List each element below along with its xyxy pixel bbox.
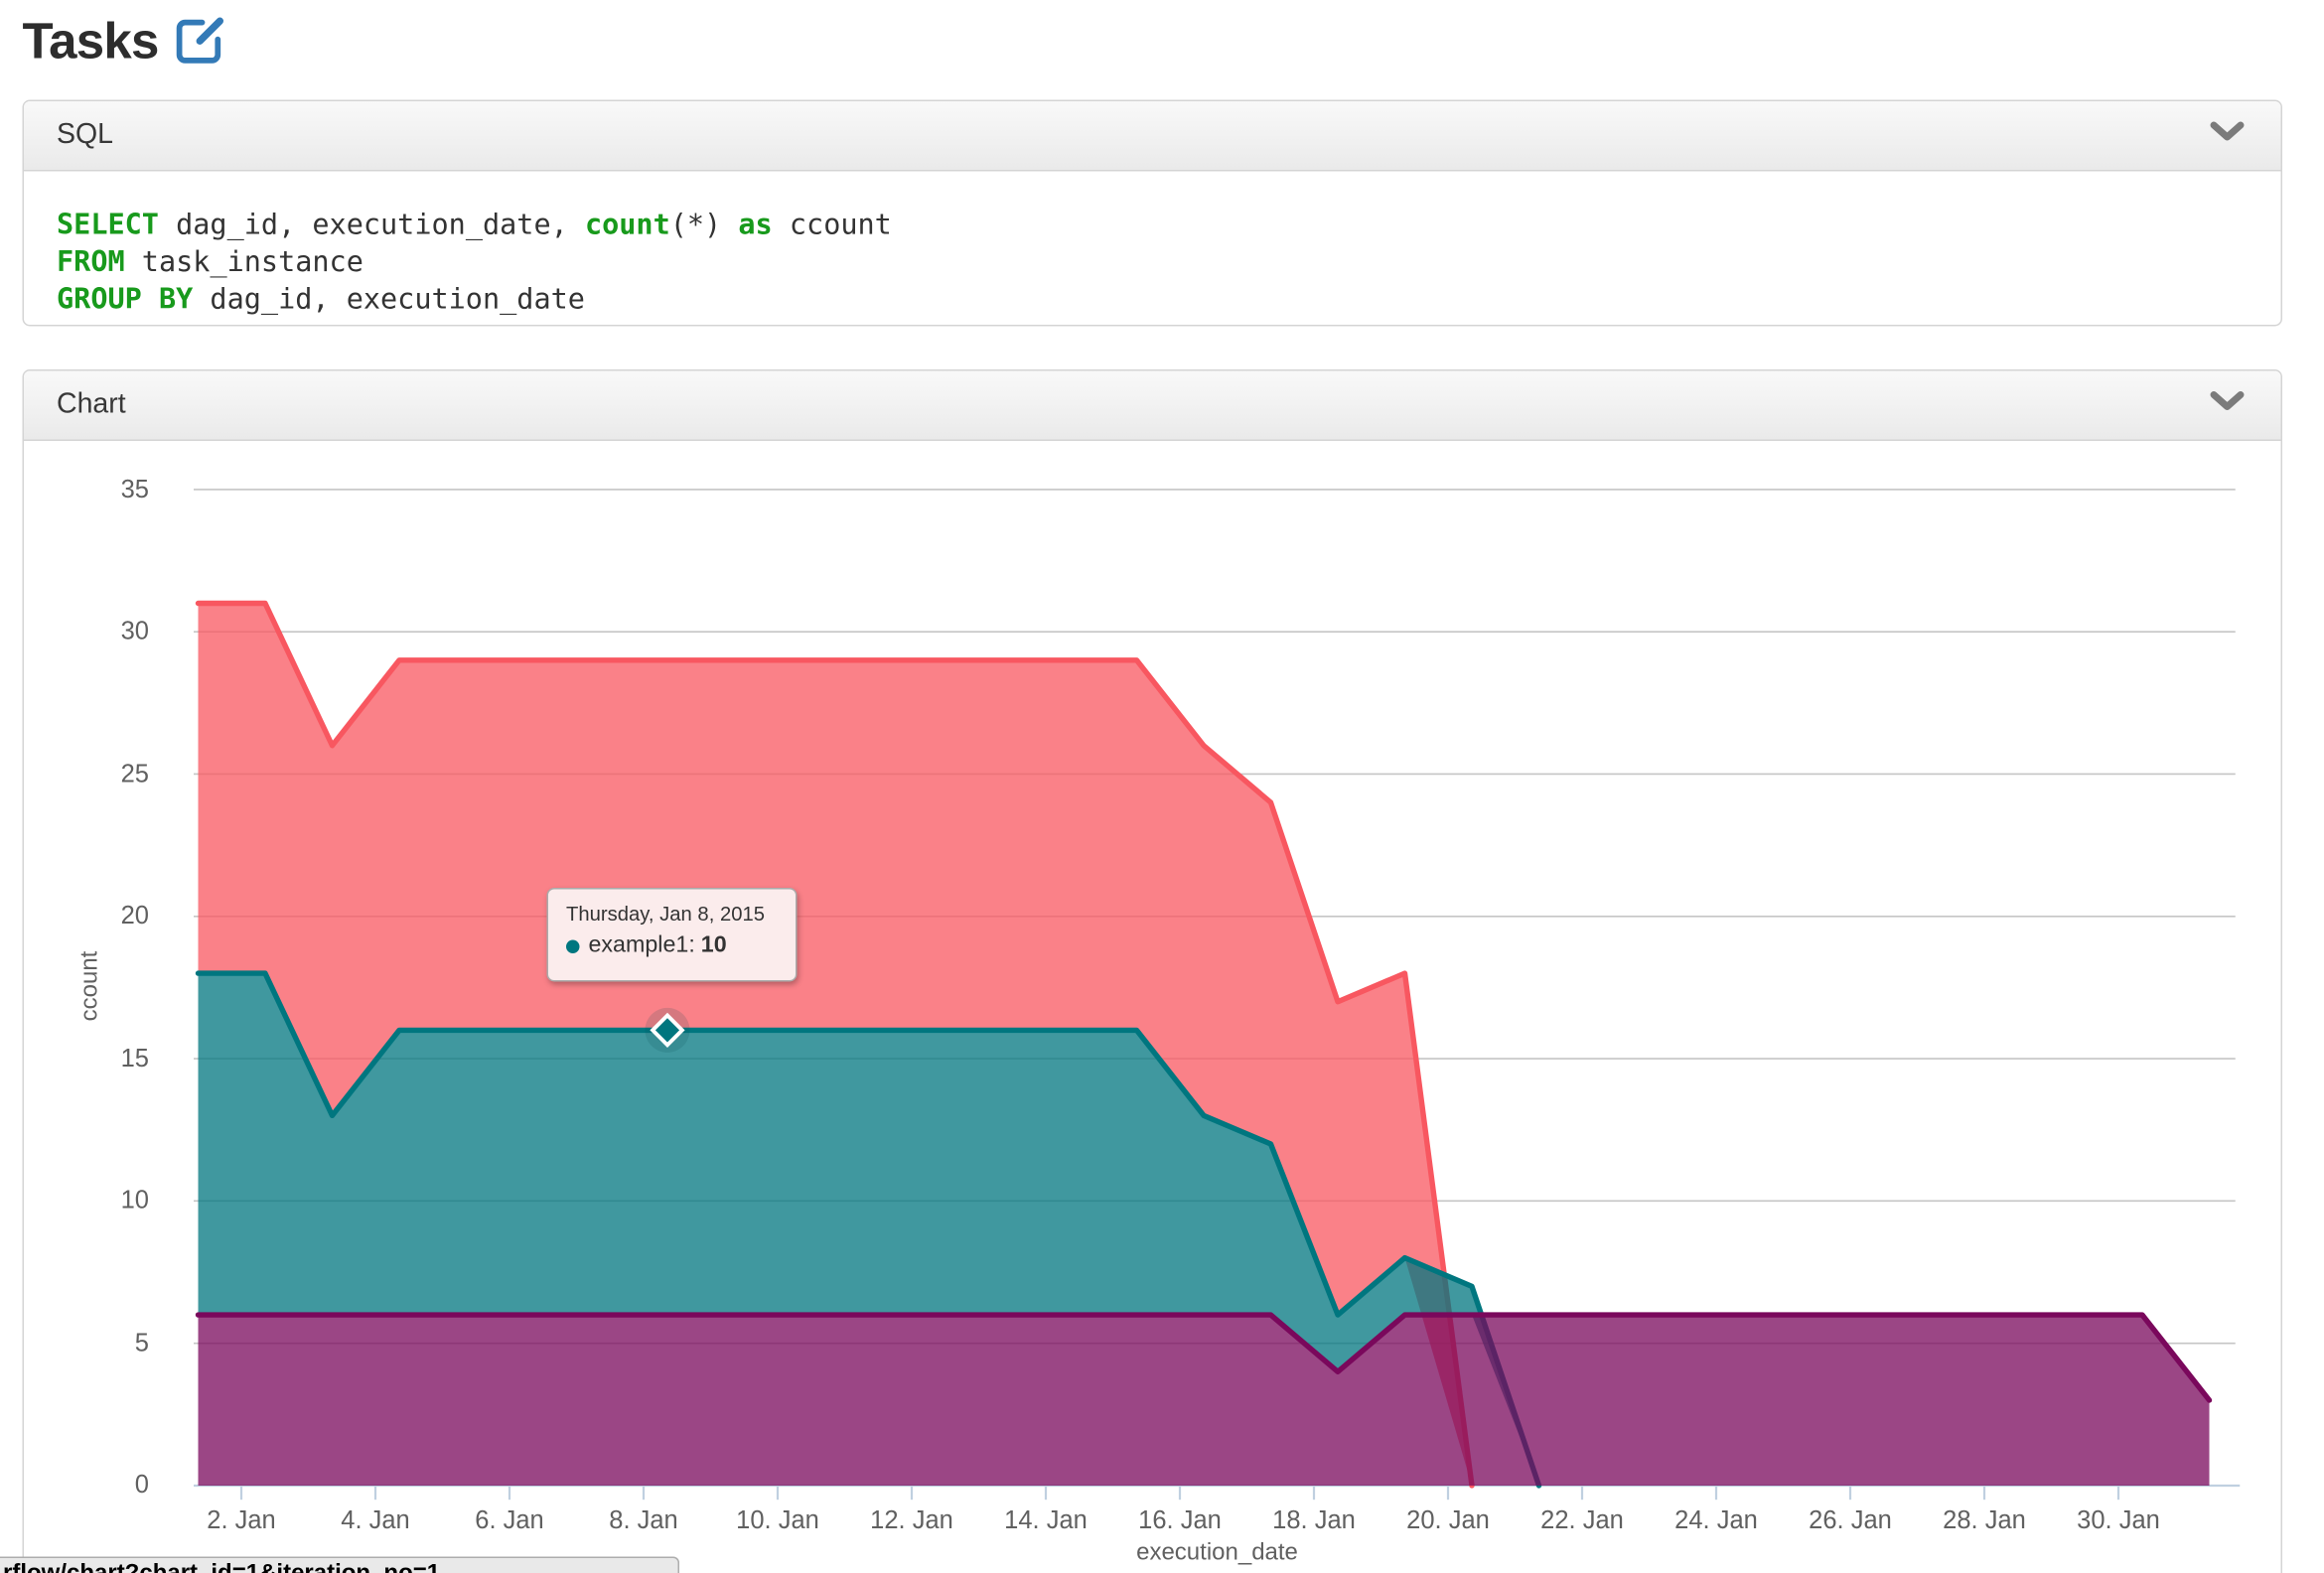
edit-chart-icon[interactable] [175,11,225,72]
sql-panel-title: SQL [57,119,114,151]
chart-panel-header[interactable]: Chart [24,370,2281,441]
sql-code-line: FROM task_instance [57,245,363,279]
chart-tooltip: Thursday, Jan 8, 2015 example1: 10 [546,888,798,982]
tooltip-series-name: example1 [588,932,689,958]
sql-code-line: GROUP BY dag_id, execution_date [57,283,585,316]
sql-panel: SQL SELECT dag_id, execution_date, count… [22,99,2282,327]
series-bullet-icon [566,938,580,953]
tooltip-date: Thursday, Jan 8, 2015 [566,903,766,926]
sql-code-block: SELECT dag_id, execution_date, count(*) … [24,172,2281,320]
status-bar-url: rflow/chart?chart_id=1&iteration_no=1 [3,1561,440,1573]
tooltip-series-row: example1: 10 [566,932,781,959]
chevron-down-icon[interactable] [2210,121,2246,151]
status-bar-link-preview: rflow/chart?chart_id=1&iteration_no=1 [0,1556,679,1573]
chart-plot-area[interactable] [199,489,2237,1486]
page-title: Tasks [22,12,160,70]
tooltip-separator: : [688,932,695,958]
tooltip-value: 10 [700,932,727,958]
sql-panel-header[interactable]: SQL [24,101,2281,172]
sql-code-line: SELECT dag_id, execution_date, count(*) … [57,209,892,241]
chart-panel-title: Chart [57,388,126,421]
chevron-down-icon[interactable] [2210,390,2246,420]
page-title-row: Tasks [23,0,226,83]
